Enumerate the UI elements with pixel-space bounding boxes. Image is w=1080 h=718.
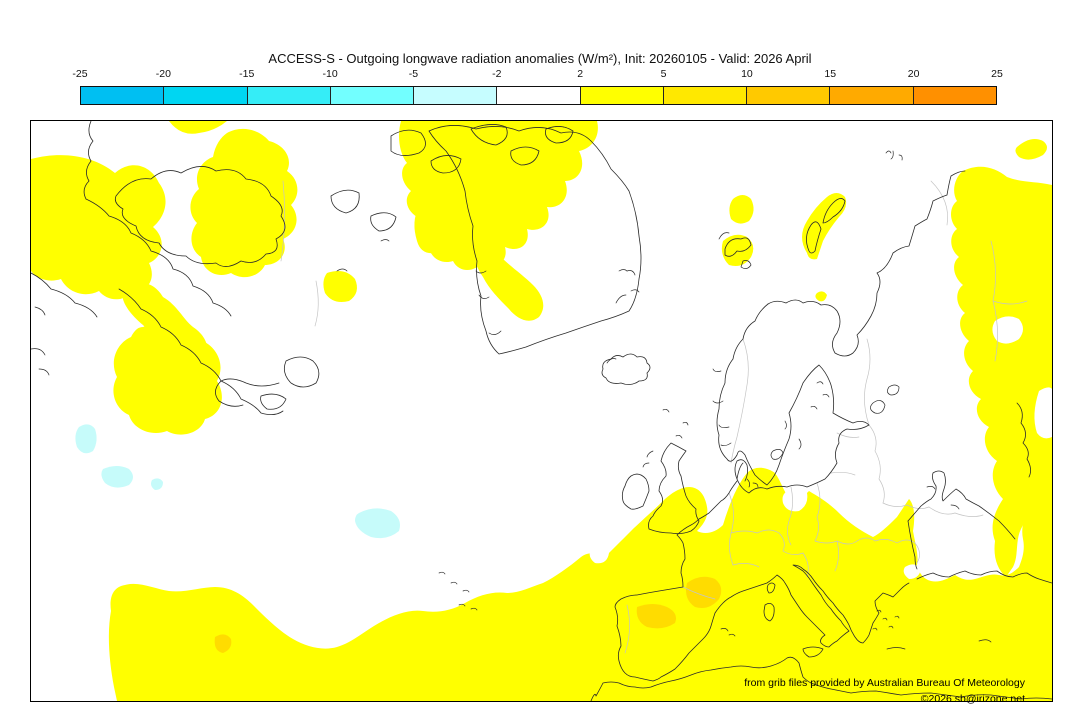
colorbar-tick-label: 15 (824, 68, 837, 80)
colorbar-segment (747, 87, 831, 104)
colorbar-segment (81, 87, 165, 104)
colorbar-tick-label: -25 (72, 68, 88, 80)
colorbar-segment (164, 87, 248, 104)
colorbar-tick-label: 5 (660, 68, 667, 80)
colorbar-tick-label: -20 (155, 68, 171, 80)
colorbar-segment (414, 87, 498, 104)
attribution-source: from grib files provided by Australian B… (744, 677, 1025, 689)
colorbar-tick-labels: -25 -20 -15 -10 -5 -2 2 5 10 15 20 25 (72, 68, 1002, 82)
colorbar-tick-label: 10 (741, 68, 753, 80)
colorbar (80, 86, 997, 105)
colorbar-segment (580, 87, 664, 104)
anomaly-positive-layer (31, 121, 1052, 701)
colorbar-tick-label: 20 (907, 68, 920, 80)
colorbar-segment (830, 87, 914, 104)
coastlines-layer (31, 121, 1052, 701)
colorbar-tick-label: -10 (322, 68, 338, 80)
attribution-copyright: ©2026 sb@irizone.net (920, 693, 1025, 705)
anomaly-positive-strong-layer (214, 576, 722, 653)
colorbar-segment (330, 87, 415, 104)
colorbar-tick-label: -15 (239, 68, 255, 80)
colorbar-tick-label: -5 (408, 68, 419, 80)
colorbar-segment (497, 87, 581, 104)
page-title: ACCESS-S - Outgoing longwave radiation a… (268, 51, 812, 66)
colorbar-segment (247, 87, 331, 104)
colorbar-segment (913, 87, 996, 104)
colorbar-tick-label: 2 (577, 68, 584, 80)
map-frame: from grib files provided by Australian B… (30, 120, 1053, 705)
colorbar-segment (663, 87, 748, 104)
country-borders-layer (280, 180, 1028, 654)
colorbar-tick-label: -2 (492, 68, 502, 80)
anomaly-neutral-holes (589, 316, 1052, 579)
map-canvas (31, 121, 1052, 701)
colorbar-tick-label: 25 (991, 68, 1003, 80)
anomaly-negative-layer (75, 424, 400, 539)
